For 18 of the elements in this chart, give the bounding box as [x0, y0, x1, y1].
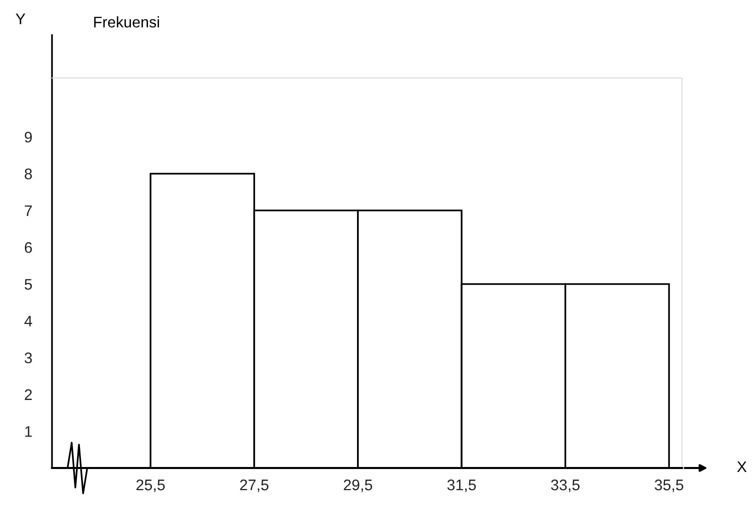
y-tick-label: 6	[24, 242, 32, 253]
y-tick-label: 8	[24, 168, 32, 180]
y-tick-label: 2	[24, 389, 32, 400]
y-tick-label: 7	[24, 205, 32, 216]
x-tick-label: 25,5	[136, 480, 165, 492]
y-tick-label: 5	[24, 279, 32, 290]
x-tick-label: 29,5	[344, 480, 372, 492]
x-tick-label: 33,5	[551, 480, 580, 492]
text: Frekuensi	[94, 16, 159, 28]
x-tick-label: 27,5	[240, 480, 268, 492]
y-axis-title: Y	[16, 14, 26, 24]
x-tick-label: 31,5	[447, 480, 476, 492]
y-tick-label: 4	[24, 316, 32, 326]
y-tick-label: 1	[25, 426, 32, 437]
y-tick-label: 9	[24, 132, 32, 143]
x-tick-label: 35,5	[654, 480, 684, 492]
x-axis-title: X	[737, 461, 747, 472]
y-tick-label: 3	[24, 352, 32, 364]
